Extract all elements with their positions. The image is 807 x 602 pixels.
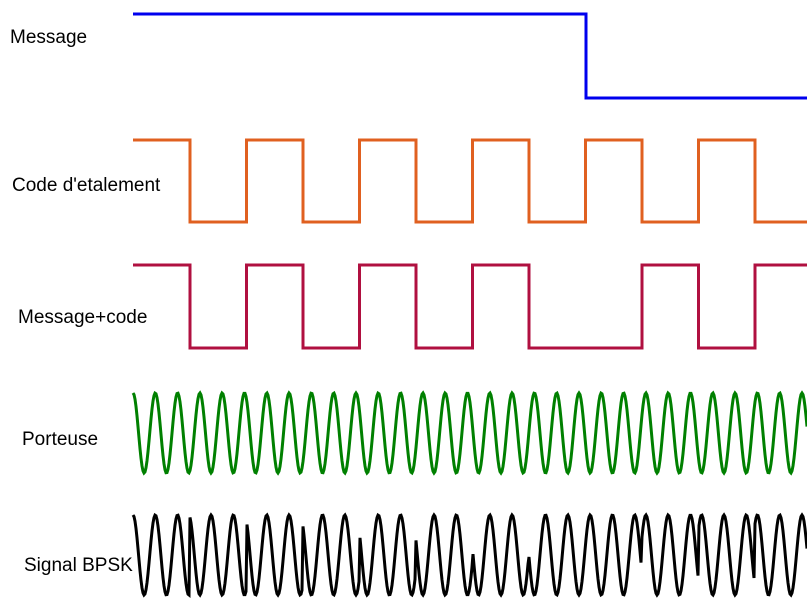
message-code-waveform (133, 263, 807, 350)
carrier-label: Porteuse (22, 429, 99, 450)
code-label: Code d'etalement (12, 175, 161, 196)
bpsk-label: Signal BPSK (24, 555, 133, 576)
message-waveform (133, 12, 807, 100)
carrier-waveform (131, 390, 807, 476)
code-waveform (133, 138, 807, 224)
bpsk-waveform (131, 512, 807, 598)
message-label: Message (10, 27, 88, 48)
message-code-label: Message+code (18, 307, 148, 328)
